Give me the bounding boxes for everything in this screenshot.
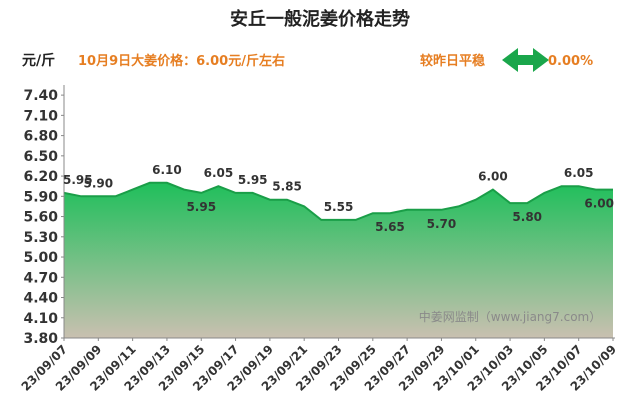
- axes: [63, 85, 615, 339]
- price-line: [63, 181, 613, 221]
- plot-area: [63, 181, 613, 338]
- data-label: 6.05: [204, 166, 234, 180]
- price-area: [64, 182, 613, 338]
- double-arrow-icon: [502, 48, 549, 72]
- watermark: 中姜网监制（www.jiang7.com）: [419, 309, 601, 324]
- y-tick-label: 6.50: [23, 149, 58, 165]
- y-tick-label: 6.20: [23, 169, 58, 185]
- y-tick-label: 7.40: [23, 88, 58, 104]
- data-label: 6.10: [152, 163, 182, 177]
- y-tick-label: 4.10: [23, 311, 58, 327]
- price-info: 10月9日大姜价格：6.00元/斤左右: [78, 53, 285, 69]
- data-label: 5.70: [427, 217, 457, 231]
- y-tick-labels: 7.40 7.10 6.80 6.50 6.20 5.90 5.60 5.30 5.00 4.70…: [23, 88, 64, 347]
- y-tick-label: 7.10: [23, 108, 58, 124]
- data-label: 5.85: [272, 180, 302, 194]
- y-tick-label: 5.60: [23, 210, 58, 226]
- data-label: 6.05: [564, 166, 594, 180]
- y-tick-label: 4.70: [23, 270, 58, 286]
- data-labels: 5.955.906.105.956.05 5.95 5.855.555.65 5.70…: [63, 163, 614, 234]
- data-label: 5.80: [512, 210, 542, 224]
- data-label: 5.95: [186, 200, 216, 214]
- y-tick-label: 5.30: [23, 230, 58, 246]
- compare-label: 较昨日平稳: [420, 53, 485, 69]
- data-label: 5.95: [63, 173, 93, 187]
- data-label: 6.00: [584, 197, 614, 211]
- y-tick-label: 5.00: [23, 250, 58, 266]
- y-tick-label: 4.40: [23, 291, 58, 307]
- y-tick-label: 3.80: [23, 331, 58, 347]
- y-tick-label: 5.90: [23, 189, 58, 205]
- y-tick-label: 6.80: [23, 129, 58, 145]
- data-label: 5.55: [324, 200, 354, 214]
- data-label: 5.95: [238, 173, 268, 187]
- data-label: 5.90: [84, 176, 114, 190]
- data-label: 5.65: [375, 220, 405, 234]
- data-label: 6.00: [478, 170, 508, 184]
- x-tick-labels: 23/09/0723/09/0923/09/1123/09/1323/09/15…: [19, 338, 619, 394]
- chart-title: 安丘一般泥姜价格走势: [230, 8, 410, 30]
- unit-label: 元/斤: [22, 52, 55, 69]
- compare-value: 0.00%: [548, 54, 593, 69]
